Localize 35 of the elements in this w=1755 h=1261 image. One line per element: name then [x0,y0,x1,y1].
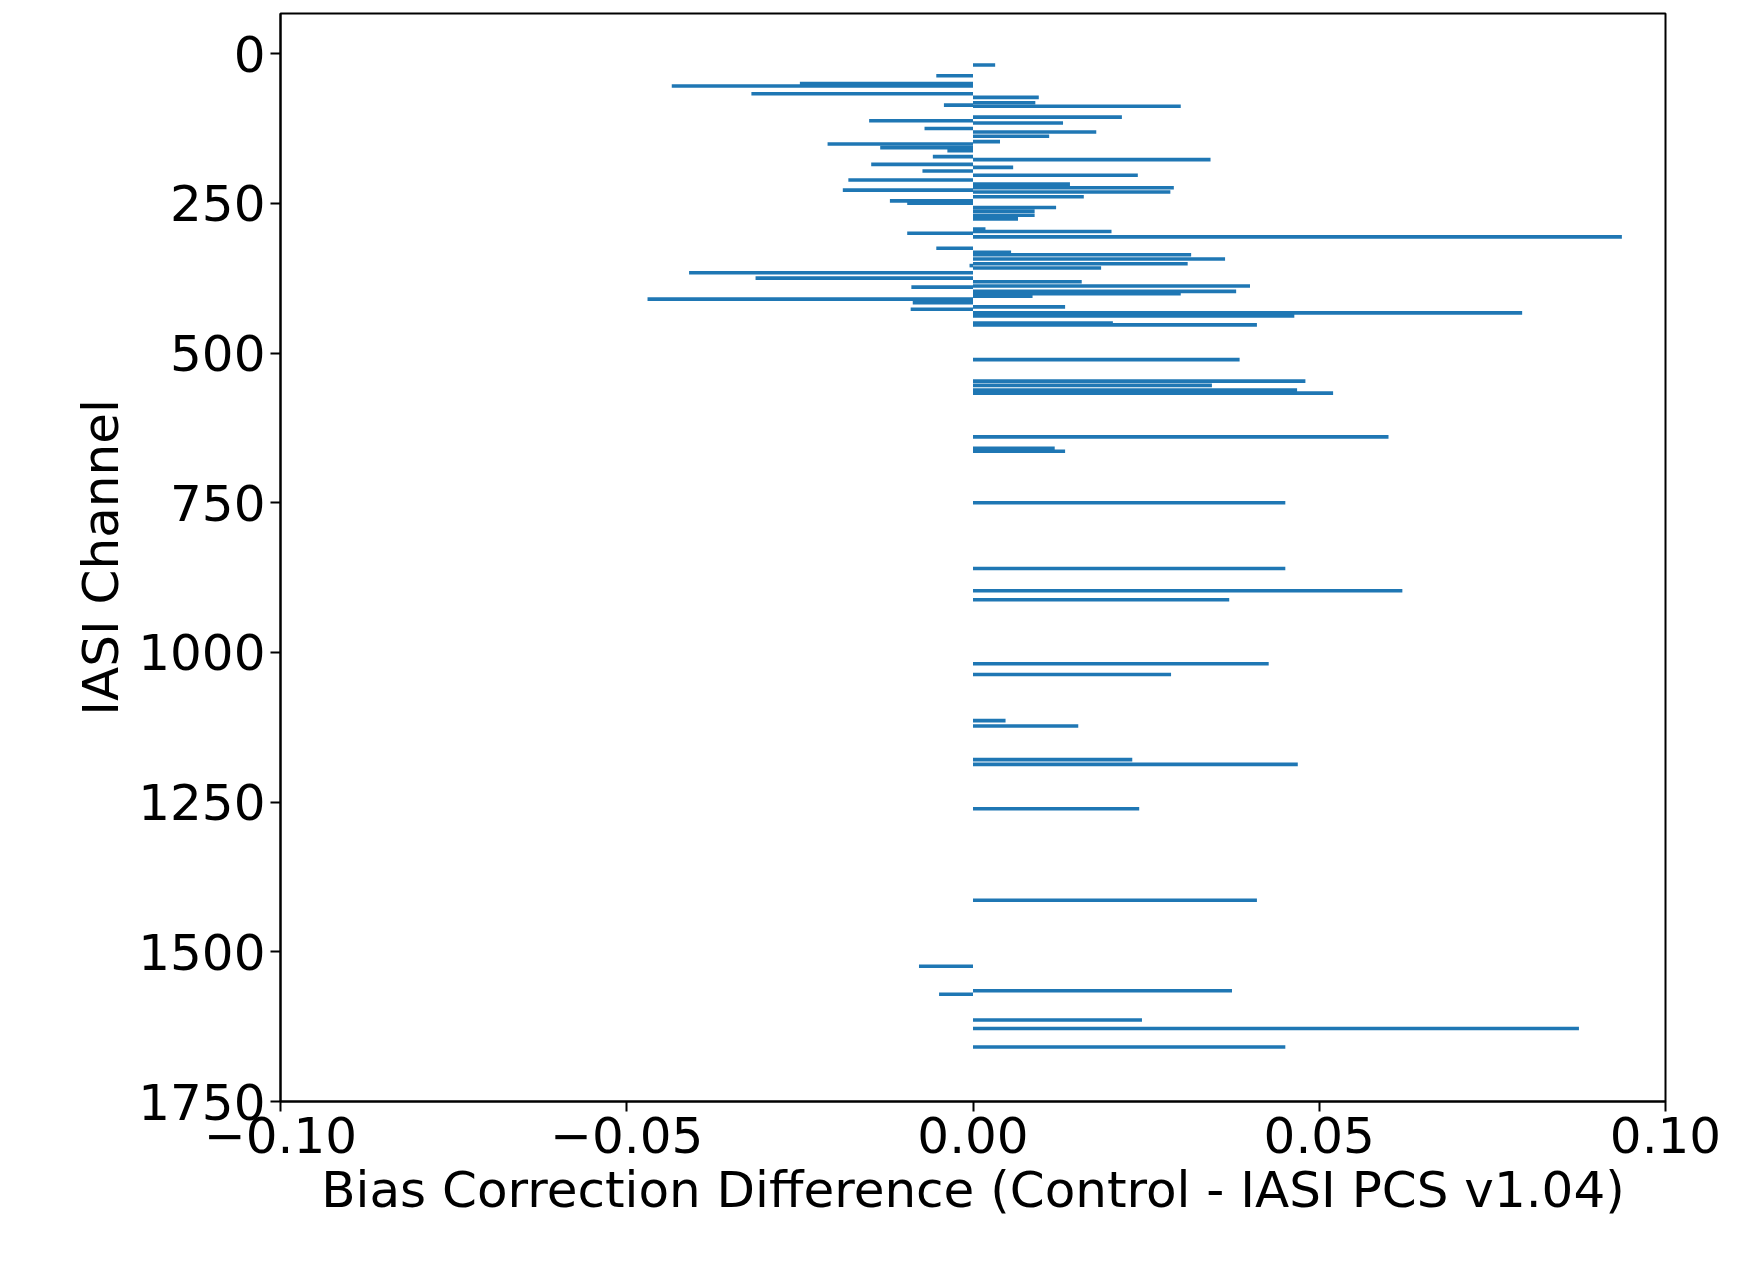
bar [973,235,1622,239]
y-tick-label: 1000 [138,624,266,683]
y-tick-label: 250 [170,175,266,234]
bar [973,213,1035,218]
bar [751,91,973,96]
y-tick-label: 1250 [138,774,266,833]
y-tick-label: 1500 [138,923,266,982]
bar [671,84,973,88]
bar [973,115,1122,119]
bar [973,379,1306,383]
bar [918,964,973,968]
bar [973,988,1232,993]
bar [973,323,1257,327]
y-tick-label: 500 [170,325,266,384]
bar [973,1018,1142,1022]
bar [973,597,1230,602]
y-tick-label: 750 [170,474,266,533]
bar [973,63,996,67]
bar [936,246,973,251]
bar [973,391,1334,395]
bar [973,311,1523,315]
bar [973,588,1403,593]
bar [973,173,1138,177]
bar [973,724,1079,728]
bar [973,661,1269,666]
bar [848,178,973,182]
bar [973,1045,1286,1049]
bar [973,435,1389,439]
bar [973,130,1097,134]
y-tick-label: 0 [233,25,266,84]
y-axis-title: IASI Channel [72,399,131,716]
bar [973,449,1066,454]
bar [973,500,1286,505]
bar [936,73,973,78]
bar [922,169,973,173]
